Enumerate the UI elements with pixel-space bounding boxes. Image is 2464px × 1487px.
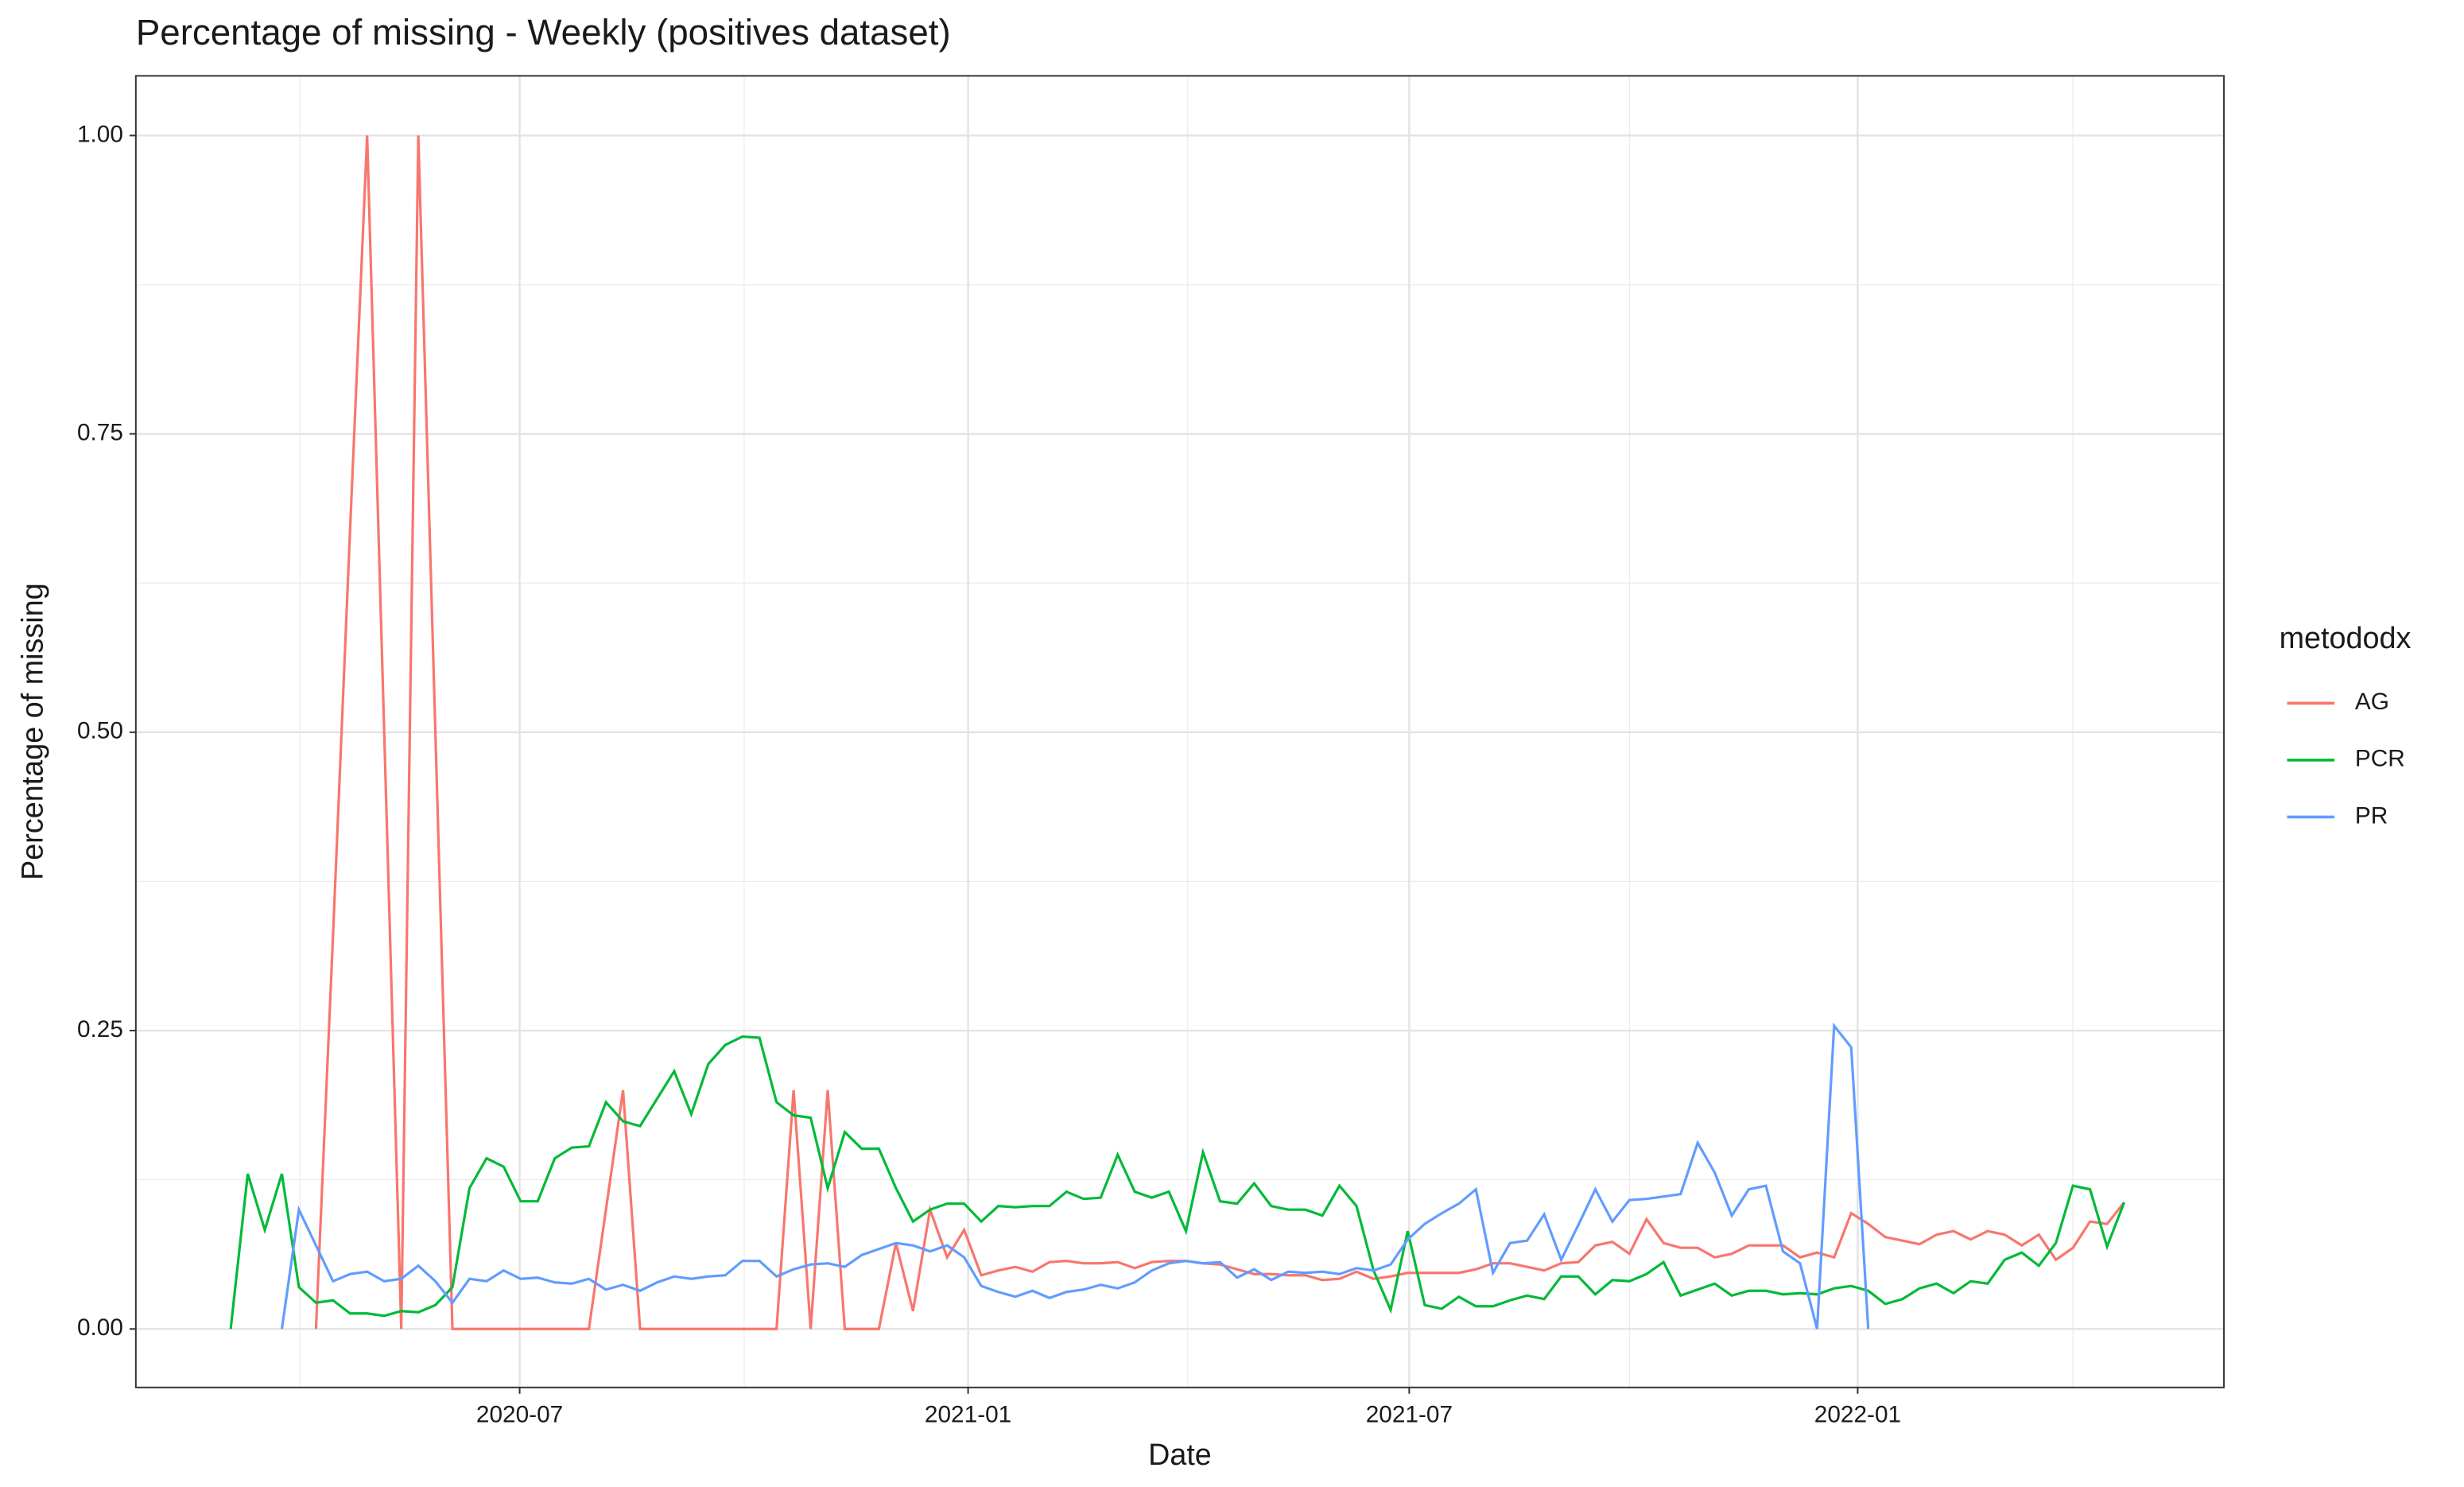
- y-axis-label: Percentage of missing: [16, 583, 49, 880]
- line: [229, 1035, 2126, 1330]
- x-tick-label: 2021-07: [1366, 1401, 1453, 1427]
- y-tick-label: 0.50: [77, 718, 123, 744]
- chart-title: Percentage of missing - Weekly (positive…: [136, 12, 951, 52]
- legend-label: PCR: [2355, 746, 2405, 772]
- legend-title: metododx: [2280, 621, 2412, 654]
- y-tick-label: 0.00: [77, 1314, 123, 1341]
- y-tick-label: 0.25: [77, 1016, 123, 1042]
- line: [280, 1022, 1870, 1330]
- y-tick-label: 1.00: [77, 121, 123, 147]
- x-axis-label: Date: [1148, 1438, 1212, 1471]
- x-tick-label: 2021-01: [925, 1401, 1011, 1427]
- legend-label: PR: [2355, 802, 2388, 829]
- legend-label: AG: [2355, 689, 2389, 715]
- plot-border: [134, 75, 2225, 1388]
- y-tick-label: 0.75: [77, 420, 123, 446]
- line: [314, 135, 2125, 1330]
- x-tick-label: 2020-07: [476, 1401, 563, 1427]
- x-tick-label: 2022-01: [1814, 1401, 1901, 1427]
